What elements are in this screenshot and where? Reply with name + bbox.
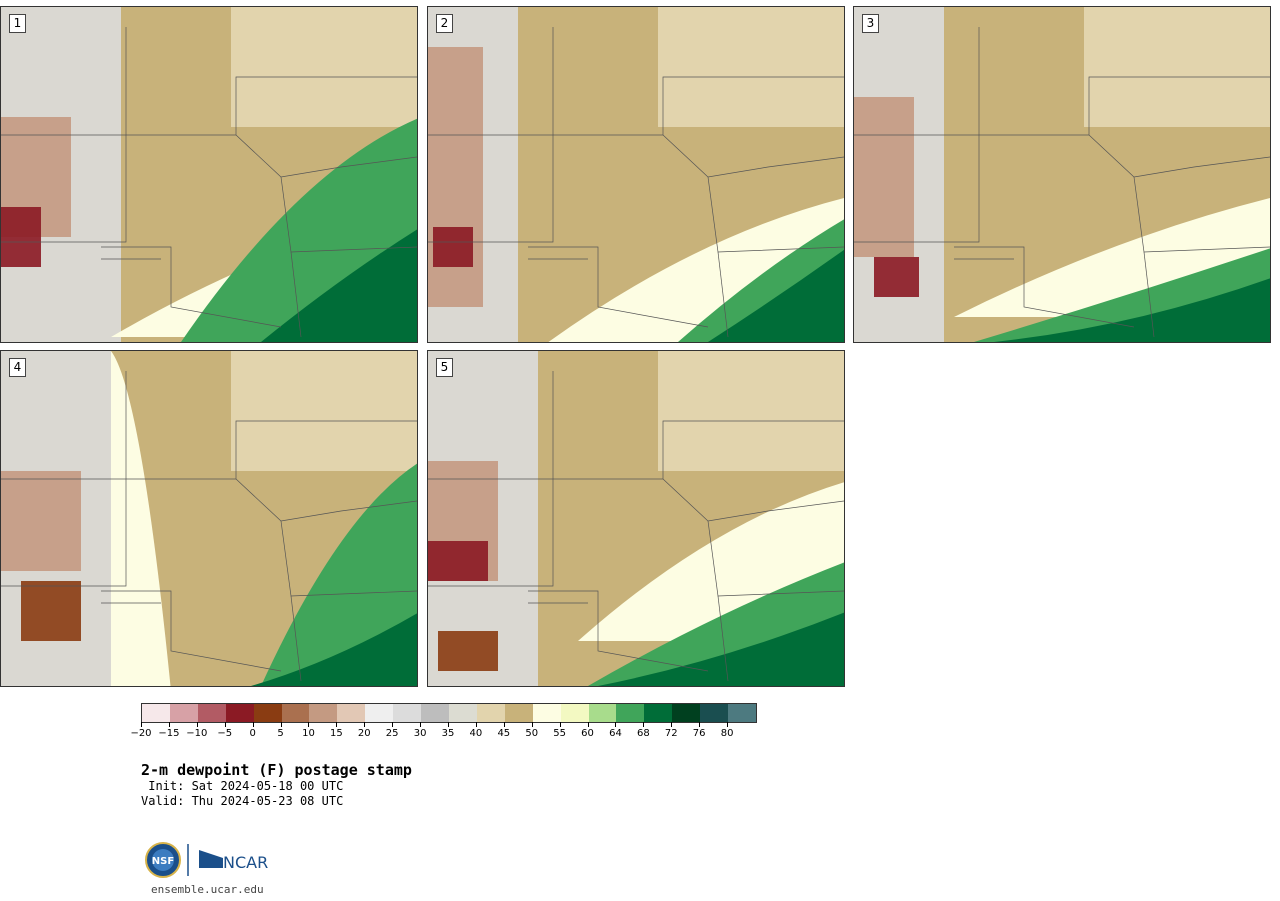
colorbar-tick-label: 68 bbox=[636, 728, 650, 739]
map-panel-1: 1 bbox=[0, 6, 418, 343]
colorbar-tick-label: 40 bbox=[469, 728, 483, 739]
map-panel-2: 2 bbox=[427, 6, 845, 343]
colorbar-tick bbox=[168, 722, 170, 727]
svg-text:NCAR: NCAR bbox=[223, 853, 268, 872]
colorbar-tick bbox=[503, 722, 505, 727]
colorbar-tick-label: 45 bbox=[497, 728, 511, 739]
colorbar-swatch bbox=[504, 704, 533, 722]
colorbar-swatch bbox=[672, 704, 701, 722]
colorbar-swatch bbox=[281, 704, 310, 722]
colorbar-tick-label: 80 bbox=[720, 728, 734, 739]
map-panel-4: 4 bbox=[0, 350, 418, 687]
panel-number-1: 1 bbox=[9, 14, 26, 33]
colorbar-tick bbox=[531, 722, 533, 727]
plot-title: 2-m dewpoint (F) postage stamp bbox=[141, 761, 412, 779]
colorbar-tick-label: 5 bbox=[277, 728, 284, 739]
colorbar-swatch bbox=[169, 704, 198, 722]
colorbar-tick-label: 25 bbox=[385, 728, 399, 739]
colorbar-swatch bbox=[337, 704, 366, 722]
colorbar-tick-label: 60 bbox=[581, 728, 594, 739]
colorbar-tick bbox=[196, 722, 198, 727]
colorbar-tick bbox=[587, 722, 589, 727]
dewpoint-field bbox=[854, 7, 1270, 342]
colorbar-tick bbox=[252, 722, 254, 727]
colorbar-swatch bbox=[365, 704, 394, 722]
colorbar-tick bbox=[420, 722, 422, 727]
colorbar-swatch bbox=[225, 704, 254, 722]
colorbar-tick bbox=[141, 722, 142, 727]
colorbar-swatch bbox=[700, 704, 729, 722]
colorbar-swatch bbox=[588, 704, 617, 722]
nsf-ncar-logo: NSF NCAR bbox=[145, 842, 268, 878]
colorbar-swatch bbox=[309, 704, 338, 722]
colorbar-tick bbox=[448, 722, 449, 727]
colorbar-tick-label: 72 bbox=[664, 728, 678, 739]
colorbar-swatch bbox=[142, 704, 170, 722]
dewpoint-field bbox=[1, 7, 417, 342]
panel-number-5: 5 bbox=[436, 358, 453, 377]
map-panel-5: 5 bbox=[427, 350, 845, 687]
colorbar-tick-label: 76 bbox=[692, 728, 706, 739]
colorbar-tick-label: −20 bbox=[130, 728, 152, 739]
colorbar-tick bbox=[280, 722, 282, 727]
colorbar-swatch bbox=[393, 704, 422, 722]
colorbar-tick bbox=[559, 722, 561, 727]
colorbar-tick bbox=[475, 722, 477, 727]
colorbar-swatch bbox=[253, 704, 282, 722]
colorbar-tick bbox=[224, 722, 226, 727]
colorbar-tick-label: 30 bbox=[413, 728, 427, 739]
colorbar-swatch bbox=[616, 704, 645, 722]
colorbar-swatch bbox=[532, 704, 561, 722]
colorbar-tick bbox=[308, 722, 310, 727]
panel-number-2: 2 bbox=[436, 14, 453, 33]
colorbar-tick-label: 0 bbox=[249, 728, 256, 739]
colorbar-tick-label: −15 bbox=[158, 728, 180, 739]
panel-number-4: 4 bbox=[9, 358, 26, 377]
colorbar-tick-label: 55 bbox=[553, 728, 566, 739]
colorbar-tick bbox=[392, 722, 394, 727]
colorbar-tick bbox=[643, 722, 645, 727]
colorbar bbox=[141, 703, 757, 723]
dewpoint-field bbox=[428, 351, 844, 686]
dewpoint-field bbox=[1, 351, 417, 686]
colorbar-tick bbox=[699, 722, 701, 727]
init-time: Init: Sat 2024-05-18 00 UTC bbox=[141, 779, 344, 793]
colorbar-tick bbox=[364, 722, 366, 727]
colorbar-tick bbox=[615, 722, 617, 727]
colorbar-tick-label: −5 bbox=[217, 728, 233, 739]
map-panel-3: 3 bbox=[853, 6, 1271, 343]
colorbar-swatch bbox=[476, 704, 505, 722]
colorbar-swatch bbox=[197, 704, 226, 722]
colorbar-swatch bbox=[728, 704, 756, 722]
colorbar-tick-label: 64 bbox=[609, 728, 622, 739]
colorbar-swatch bbox=[448, 704, 477, 722]
colorbar-swatch bbox=[560, 704, 589, 722]
colorbar-tick bbox=[336, 722, 338, 727]
colorbar-tick-label: 20 bbox=[357, 728, 371, 739]
colorbar-tick-label: −10 bbox=[186, 728, 208, 739]
dewpoint-field bbox=[428, 7, 844, 342]
colorbar-swatch bbox=[421, 704, 449, 722]
panel-number-3: 3 bbox=[862, 14, 879, 33]
colorbar-swatch bbox=[644, 704, 673, 722]
valid-time: Valid: Thu 2024-05-23 08 UTC bbox=[141, 794, 344, 808]
colorbar-tick-label: 35 bbox=[441, 728, 455, 739]
colorbar-tick-label: 15 bbox=[329, 728, 343, 739]
svg-text:NSF: NSF bbox=[152, 856, 174, 867]
site-url: ensemble.ucar.edu bbox=[151, 883, 264, 896]
colorbar-tick-label: 10 bbox=[302, 728, 315, 739]
colorbar-tick-label: 50 bbox=[525, 728, 539, 739]
colorbar-tick bbox=[671, 722, 673, 727]
colorbar-tick bbox=[727, 722, 729, 727]
